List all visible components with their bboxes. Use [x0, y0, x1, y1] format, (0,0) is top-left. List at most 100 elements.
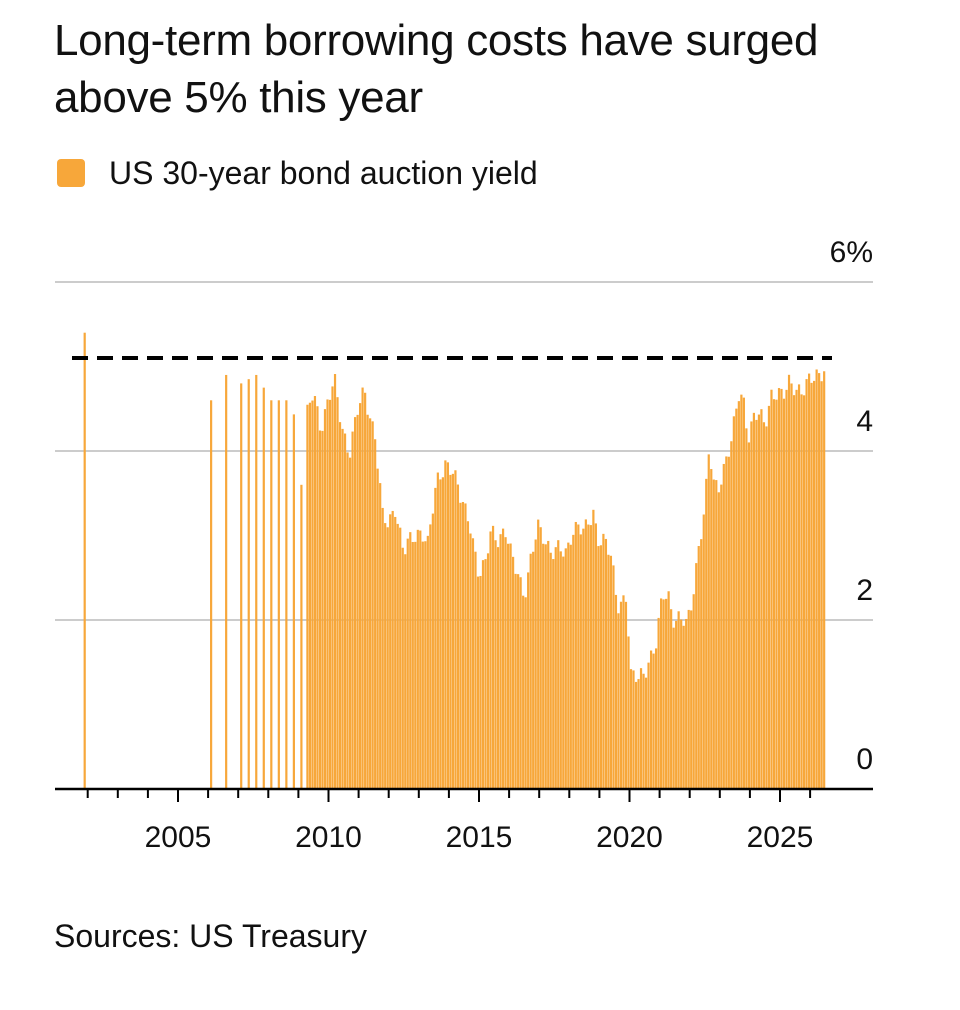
bar [451, 473, 454, 789]
bar [374, 439, 377, 789]
bar [592, 509, 595, 789]
bar [507, 543, 510, 789]
bar [323, 409, 327, 789]
bar [614, 594, 618, 789]
bar [376, 468, 379, 789]
bar [717, 492, 720, 789]
bar [491, 525, 495, 789]
x-tick-label: 2015 [446, 821, 513, 854]
bar [765, 426, 768, 789]
bar [705, 478, 708, 789]
bar [341, 428, 344, 789]
bar [589, 525, 592, 789]
bar [559, 551, 562, 789]
bar [787, 374, 791, 789]
bar [547, 540, 550, 789]
bar [823, 371, 826, 789]
bar [474, 551, 477, 789]
bar [359, 403, 362, 789]
bar [527, 572, 530, 789]
bar [702, 514, 705, 789]
bar [519, 577, 522, 789]
bar [609, 555, 613, 789]
bar [762, 422, 766, 789]
bar [512, 556, 515, 789]
bar [712, 479, 715, 789]
bar [747, 442, 751, 789]
bar [429, 524, 432, 789]
bar [579, 534, 582, 789]
bar [599, 545, 602, 789]
bar [544, 544, 547, 789]
bar [369, 418, 372, 789]
bar [682, 625, 685, 789]
bar [725, 456, 728, 789]
bar [456, 484, 460, 789]
bar [665, 598, 668, 789]
bar [634, 681, 638, 789]
bar [742, 397, 745, 789]
bar [466, 521, 470, 789]
bar [464, 503, 467, 789]
bar [594, 523, 597, 789]
bar [662, 599, 665, 789]
bar [639, 668, 643, 789]
bar [496, 547, 500, 789]
bar [552, 559, 555, 789]
bar [379, 483, 382, 789]
bar [670, 609, 673, 789]
bar [262, 387, 265, 790]
y-axis-labels: 0 2 4 6% [830, 236, 873, 776]
bar [454, 470, 457, 789]
bar [722, 463, 725, 789]
bar [557, 540, 560, 789]
bar [476, 576, 480, 789]
bar [767, 405, 771, 789]
bar [446, 462, 450, 789]
bar [348, 457, 352, 789]
bar [782, 398, 786, 789]
bar [677, 611, 680, 789]
bar [436, 472, 439, 789]
x-tick-label: 2010 [295, 821, 362, 854]
bar [755, 419, 758, 789]
bar [421, 541, 424, 789]
bar [750, 421, 753, 789]
bar [534, 539, 537, 789]
bar [797, 384, 801, 789]
bar [441, 477, 444, 789]
bar [292, 414, 295, 789]
legend-swatch [57, 159, 85, 187]
bar [667, 591, 670, 789]
bar [313, 396, 317, 789]
bar [277, 400, 280, 789]
bar [632, 670, 635, 789]
bar [652, 653, 655, 789]
bar [587, 524, 590, 789]
bar [732, 416, 735, 789]
bar [675, 620, 678, 789]
bar [321, 430, 324, 789]
bar [210, 400, 213, 789]
bar [710, 469, 713, 789]
bar [554, 547, 557, 789]
bar [529, 553, 532, 789]
bar [642, 673, 645, 789]
bar [225, 374, 228, 789]
bar [406, 538, 409, 789]
bar [604, 538, 608, 789]
bar [690, 610, 693, 789]
bar [649, 650, 653, 789]
bar [481, 560, 485, 789]
bar [389, 514, 392, 789]
bar [394, 516, 397, 789]
bar [311, 400, 314, 789]
bar [707, 454, 710, 789]
bar [247, 379, 250, 789]
bar [562, 556, 565, 789]
bar [800, 394, 803, 789]
bar [336, 397, 339, 789]
bar [624, 601, 628, 789]
y-tick-label: 0 [856, 743, 873, 776]
bar [431, 513, 434, 789]
